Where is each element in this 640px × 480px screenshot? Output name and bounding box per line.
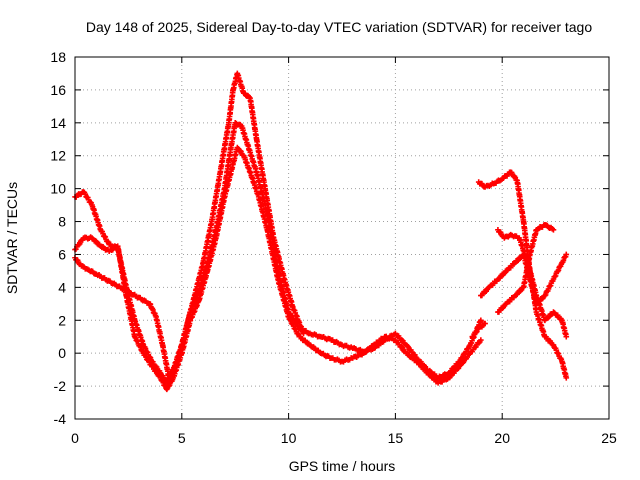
series-track-3 (72, 70, 307, 381)
plot-frame (74, 56, 610, 420)
data-point (478, 337, 484, 343)
data-point (563, 251, 570, 258)
x-tick-label: 20 (494, 430, 510, 446)
x-tick-label: 10 (281, 430, 297, 446)
y-tick-label: 4 (58, 279, 66, 295)
data-point (478, 317, 484, 324)
series-track-6 (478, 251, 570, 307)
y-tick-label: 2 (58, 312, 66, 328)
y-tick-label: 18 (50, 49, 66, 65)
data-marker (473, 329, 479, 336)
y-tick-label: 14 (50, 115, 66, 131)
series-track-8 (469, 320, 488, 340)
x-tick-label: 0 (71, 430, 79, 446)
y-tick-label: 8 (58, 214, 66, 230)
series-track-2 (72, 144, 484, 393)
data-point (563, 333, 570, 340)
data-marker (152, 368, 159, 374)
x-tick-label: 25 (601, 430, 617, 446)
data-point (300, 330, 307, 337)
x-tick-label: 15 (388, 430, 404, 446)
axis-ticks: 0 5 10 15 20 25 -4 -2 0 2 4 6 8 10 12 14 16 18 (50, 49, 617, 446)
y-axis-title: SDTVAR / TECUs (4, 182, 20, 294)
y-tick-label: 16 (50, 82, 66, 98)
y-tick-label: -2 (54, 378, 67, 394)
series-track-7 (495, 222, 557, 315)
y-tick-label: 0 (58, 345, 66, 361)
data-point (563, 375, 570, 381)
data-marker (459, 360, 466, 367)
data-marker (75, 242, 82, 248)
y-tick-label: -4 (54, 411, 67, 427)
data-layer (72, 70, 570, 393)
data-marker (476, 340, 482, 346)
y-tick-label: 6 (58, 246, 66, 262)
y-tick-label: 12 (50, 148, 66, 164)
x-tick-label: 5 (178, 430, 186, 446)
data-marker (398, 344, 405, 350)
data-point (550, 226, 557, 233)
x-axis-title: GPS time / hours (289, 458, 396, 474)
data-point (482, 320, 488, 327)
y-tick-label: 10 (50, 181, 66, 197)
chart-title: Day 148 of 2025, Sidereal Day-to-day VTE… (86, 19, 593, 35)
